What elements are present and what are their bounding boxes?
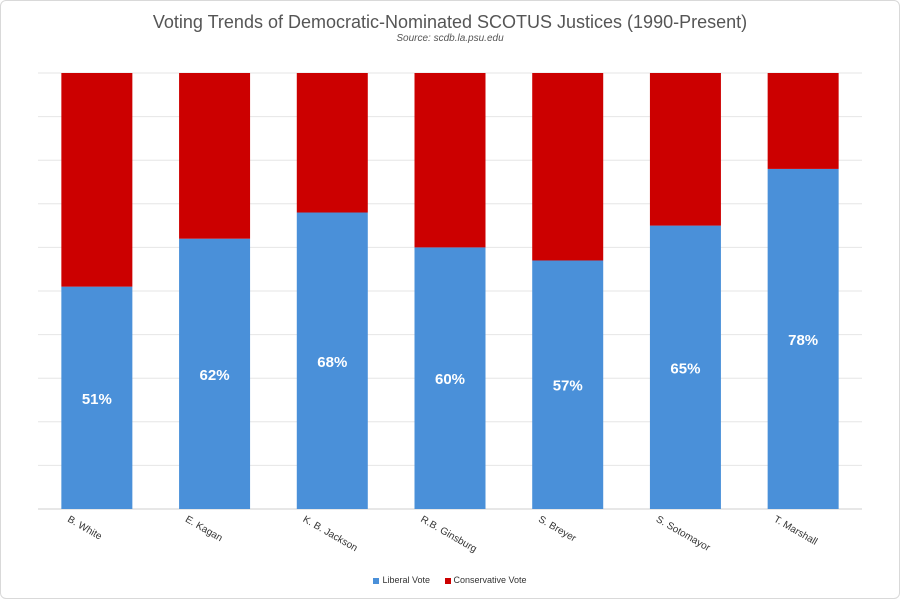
x-tick-label: R.B. Ginsburg — [419, 514, 479, 555]
legend-label-liberal: Liberal Vote — [382, 575, 430, 585]
data-label: 65% — [670, 360, 700, 377]
legend: Liberal Vote Conservative Vote — [0, 575, 900, 585]
data-label: 78% — [788, 332, 818, 349]
bar-liberal — [179, 238, 251, 509]
x-tick-label: S. Sotomayor — [654, 514, 713, 554]
x-tick-label: T. Marshall — [772, 514, 819, 548]
bar-liberal — [767, 168, 839, 510]
data-label: 62% — [200, 367, 230, 384]
x-tick-label: K. B. Jackson — [301, 514, 359, 554]
bar-conservative — [296, 73, 368, 213]
chart-title: Voting Trends of Democratic-Nominated SC… — [152, 12, 748, 32]
bar-liberal — [61, 286, 133, 509]
legend-swatch-conservative — [444, 577, 451, 584]
bar-conservative — [61, 73, 133, 287]
x-tick-label: S. Breyer — [536, 514, 578, 545]
bar-conservative — [414, 73, 486, 248]
chart-subtitle: Source: scdb.la.psu.edu — [396, 33, 504, 44]
data-label: 51% — [82, 391, 112, 408]
data-label: 60% — [435, 371, 465, 388]
bar-liberal — [296, 212, 368, 509]
bar-conservative — [179, 73, 251, 239]
legend-item-conservative: Conservative Vote — [444, 575, 527, 585]
bar-liberal — [649, 225, 721, 509]
x-tick-label: E. Kagan — [183, 514, 224, 544]
data-label: 68% — [317, 354, 347, 371]
bar-liberal — [414, 247, 486, 509]
data-label: 57% — [553, 378, 583, 395]
bar-conservative — [532, 73, 604, 261]
x-tick-label: B. White — [65, 514, 104, 543]
legend-item-liberal: Liberal Vote — [373, 575, 430, 585]
bar-liberal — [532, 260, 604, 509]
legend-label-conservative: Conservative Vote — [453, 575, 527, 585]
bar-conservative — [767, 73, 839, 169]
bar-conservative — [649, 73, 721, 226]
legend-swatch-liberal — [373, 577, 380, 584]
